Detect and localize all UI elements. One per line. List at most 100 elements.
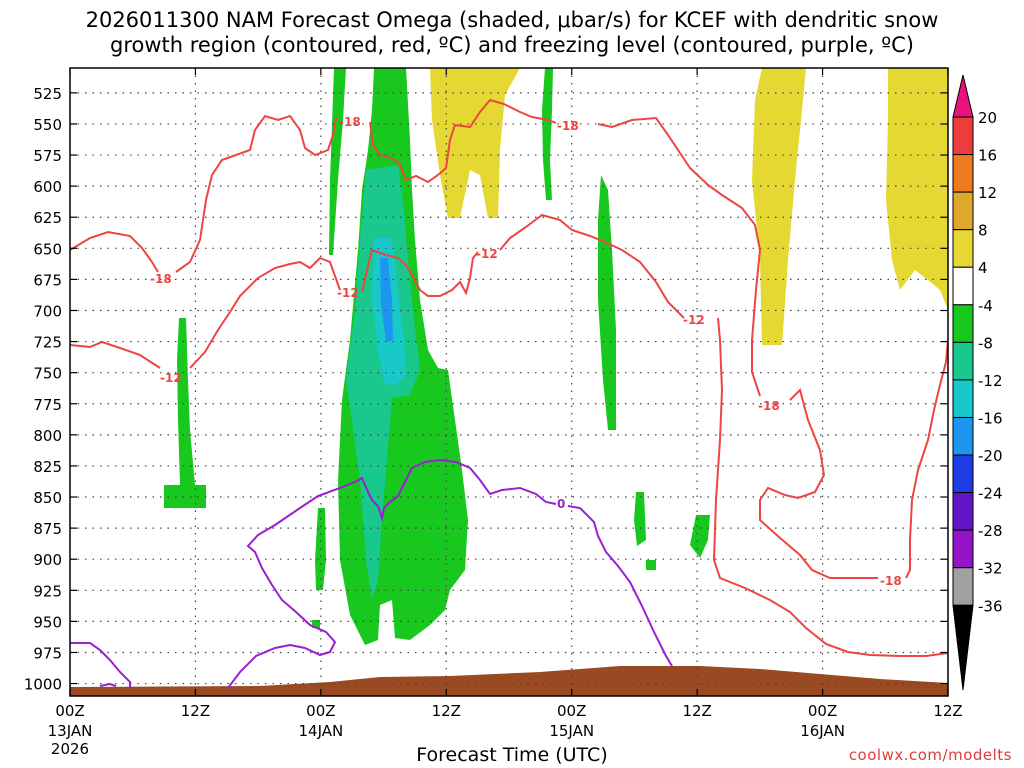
colorbar-segment <box>952 416 974 456</box>
x-tick-label: 00Z <box>55 702 84 720</box>
omega-yellow-region <box>430 68 520 218</box>
omega-green-region <box>329 68 346 255</box>
freezing-level-line <box>70 642 131 688</box>
y-tick-label: 775 <box>33 396 62 414</box>
omega-yellow-region <box>752 68 806 345</box>
terrain-ground <box>70 666 948 696</box>
x-tick-label: 12Z <box>682 702 711 720</box>
y-tick-label: 825 <box>33 458 62 476</box>
chart-title-line2: growth region (contoured, red, ºC) and f… <box>110 33 914 57</box>
contour-label: -18 <box>150 272 172 286</box>
y-tick-label: 750 <box>33 365 62 383</box>
credit-text: coolwx.com/modelts <box>848 746 1012 764</box>
colorbar-label: -8 <box>978 334 993 352</box>
colorbar-label: 8 <box>978 222 988 240</box>
y-tick-label: 675 <box>33 271 62 289</box>
colorbar-segment <box>952 492 974 531</box>
y-tick-label: 950 <box>33 613 62 631</box>
y-tick-label: 650 <box>33 240 62 258</box>
colorbar-label: 12 <box>978 184 997 202</box>
colorbar-segment <box>952 304 974 343</box>
dendritic-contour-line <box>499 213 948 657</box>
colorbar-bottom-arrow <box>952 604 974 691</box>
colorbar-label: -24 <box>978 485 1003 503</box>
colorbar: 20 16 12 8 4 -4 -8 -12 -16 -20 -24 -28 -32 -36 <box>952 74 1003 691</box>
y-tick-label: 700 <box>33 302 62 320</box>
x-axis-title: Forecast Time (UTC) <box>416 744 608 766</box>
x-tick-date: 13JAN <box>48 722 93 740</box>
chart-title-line1: 2026011300 NAM Forecast Omega (shaded, μ… <box>85 8 939 32</box>
x-tick-year: 2026 <box>51 740 89 758</box>
contour-label: -12 <box>337 286 359 300</box>
omega-green-region <box>542 68 553 200</box>
colorbar-label: -36 <box>978 597 1003 615</box>
y-tick-label: 625 <box>33 209 62 227</box>
dendritic-contour-line <box>905 339 948 579</box>
colorbar-segment <box>952 529 974 569</box>
x-tick-label: 12Z <box>933 702 962 720</box>
contour-label: -12 <box>476 247 498 261</box>
x-tick-label: 12Z <box>432 702 461 720</box>
omega-yellow-region <box>886 68 948 310</box>
y-tick-label: 800 <box>33 427 62 445</box>
colorbar-segment <box>952 266 974 306</box>
x-tick-date: 15JAN <box>549 722 594 740</box>
y-tick-label: 975 <box>33 644 62 662</box>
y-tick-label: 550 <box>33 116 62 134</box>
colorbar-segment <box>952 341 974 381</box>
y-axis: 525 550 575 600 625 650 675 700 725 750 775 800 825 8… <box>24 85 948 694</box>
x-tick-date: 16JAN <box>800 722 845 740</box>
contour-label: -12 <box>683 313 705 327</box>
colorbar-label: -28 <box>978 522 1003 540</box>
colorbar-top-arrow <box>952 74 974 118</box>
omega-green-region <box>646 560 656 570</box>
colorbar-label: 4 <box>978 259 988 277</box>
chart-title: 2026011300 NAM Forecast Omega (shaded, μ… <box>0 8 1024 58</box>
omega-green-region <box>634 492 646 546</box>
freezing-level-line <box>567 505 673 667</box>
omega-green-region <box>690 515 710 558</box>
colorbar-label: -32 <box>978 560 1003 578</box>
contour-label: -18 <box>339 115 361 129</box>
colorbar-segment <box>952 454 974 494</box>
dendritic-contour-line <box>70 114 337 273</box>
dendritic-contour-line <box>597 116 878 579</box>
freezing-level-contours <box>70 458 673 689</box>
freezing-level-line <box>227 458 557 689</box>
y-tick-label: 575 <box>33 147 62 165</box>
y-tick-label: 525 <box>33 85 62 103</box>
contour-label: -18 <box>880 574 902 588</box>
omega-teal-region <box>346 165 420 600</box>
colorbar-label: 16 <box>978 147 997 165</box>
colorbar-segment <box>952 154 974 193</box>
freezing-level-line <box>99 682 117 687</box>
x-tick-label: 00Z <box>808 702 837 720</box>
contour-label: -18 <box>758 399 780 413</box>
colorbar-segment <box>952 567 974 606</box>
colorbar-segment <box>952 191 974 231</box>
plot-frame <box>69 67 949 697</box>
x-tick-label: 12Z <box>181 702 210 720</box>
x-tick-date: 14JAN <box>298 722 343 740</box>
freezing-level-label: 0 <box>557 497 565 511</box>
colorbar-label: -20 <box>978 447 1003 465</box>
x-tick-label: 00Z <box>557 702 586 720</box>
contour-label: -12 <box>160 371 182 385</box>
colorbar-segment <box>952 379 974 418</box>
colorbar-label: -12 <box>978 372 1003 390</box>
colorbar-label: -16 <box>978 409 1003 427</box>
grid-lines <box>70 68 948 696</box>
colorbar-segment <box>952 116 974 156</box>
y-tick-label: 725 <box>33 334 62 352</box>
y-tick-label: 600 <box>33 178 62 196</box>
y-tick-label: 925 <box>33 582 62 600</box>
dendritic-contours <box>70 98 948 657</box>
dendritic-contour-line <box>70 248 479 369</box>
colorbar-segment <box>952 229 974 268</box>
omega-shading <box>164 68 948 645</box>
omega-green-region <box>598 175 616 430</box>
contour-label: -18 <box>557 119 579 133</box>
colorbar-label: -4 <box>978 297 993 315</box>
